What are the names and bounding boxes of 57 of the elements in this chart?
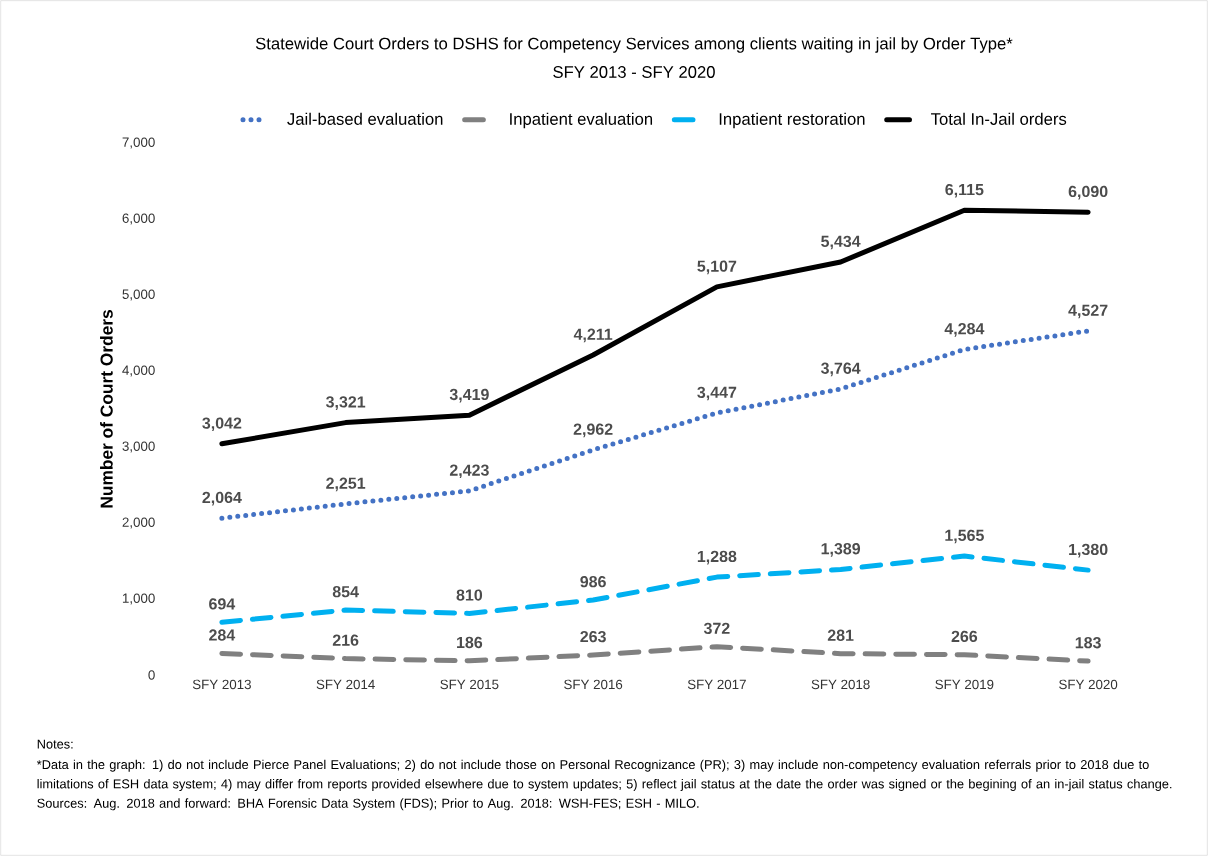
y-tick-label: 4,000 bbox=[122, 365, 155, 377]
data-label: 263 bbox=[580, 630, 606, 643]
x-tick-label: SFY 2020 bbox=[1059, 679, 1118, 690]
data-label: 1,565 bbox=[945, 529, 984, 544]
x-tick-label: SFY 2019 bbox=[935, 679, 994, 690]
data-label: 3,042 bbox=[202, 417, 242, 432]
data-label: 3,447 bbox=[697, 386, 737, 401]
y-tick-label: 0 bbox=[148, 670, 155, 680]
data-label: 284 bbox=[209, 629, 236, 641]
data-label: 810 bbox=[456, 589, 483, 601]
x-tick-label: SFY 2017 bbox=[687, 679, 746, 690]
data-label: 266 bbox=[951, 630, 978, 643]
legend-label: Inpatient evaluation bbox=[510, 112, 653, 129]
data-label: 1,288 bbox=[697, 550, 737, 565]
y-tick-label: 6,000 bbox=[122, 213, 155, 225]
data-label: 2,251 bbox=[326, 477, 366, 492]
data-label: 372 bbox=[703, 622, 730, 635]
y-tick-label: 5,000 bbox=[122, 289, 155, 301]
y-tick-label: 3,000 bbox=[122, 441, 155, 453]
data-label: 6,090 bbox=[1068, 185, 1108, 200]
y-tick-label: 1,000 bbox=[122, 593, 155, 605]
data-label: 4,211 bbox=[573, 328, 613, 343]
data-label: 4,527 bbox=[1068, 304, 1108, 319]
data-label: 3,764 bbox=[820, 362, 861, 377]
data-label: 1,389 bbox=[821, 543, 861, 557]
x-tick-label: SFY 2018 bbox=[811, 679, 870, 690]
x-tick-label: SFY 2016 bbox=[564, 679, 623, 690]
y-tick-label: 2,000 bbox=[122, 517, 155, 529]
data-label: 5,107 bbox=[697, 260, 737, 275]
text: *Data in the graph: 1) do not include Pierce Panel Evaluations; 2) do not include those on Personal Recognizance (PR); 3) may include non-competency evaluation referrals prior to 2018 due to limitations of ESH data system; 4) may differ from reports provided elsewhere due to system updates; 5) reflect jail status at the date the order was signed or the begining of an in-jail status change. Sources: Aug. 2018 and forward: BHA Forensic Data System (FDS); Prior to Aug. 2018: WSH-FES; ESH - MILO. bbox=[36, 759, 1172, 811]
legend-label: Inpatient restoration bbox=[719, 112, 865, 129]
data-label: 6,115 bbox=[945, 183, 984, 198]
legend-label: Jail-based evaluation bbox=[287, 112, 443, 125]
data-label: 3,321 bbox=[325, 396, 366, 410]
text: Notes: bbox=[37, 739, 73, 749]
data-label: 183 bbox=[1075, 637, 1101, 649]
data-label: 1,380 bbox=[1069, 543, 1108, 558]
data-label: 986 bbox=[580, 576, 606, 588]
data-label: 854 bbox=[332, 586, 359, 598]
data-label: 216 bbox=[332, 634, 359, 646]
data-label: 281 bbox=[827, 629, 854, 641]
legend-label: Total In-Jail orders bbox=[931, 112, 1067, 125]
data-label: 4,284 bbox=[944, 323, 985, 337]
data-label: 2,423 bbox=[449, 464, 489, 479]
data-label: 2,064 bbox=[202, 491, 242, 506]
y-axis-title: Number of Court Orders bbox=[100, 310, 113, 508]
x-tick-label: SFY 2015 bbox=[440, 679, 499, 690]
data-label: 5,434 bbox=[821, 235, 861, 250]
x-tick-label: SFY 2014 bbox=[316, 679, 375, 690]
chart-title: Statewide Court Orders to DSHS for Competency Services among clients waiting in jail by Order Type* bbox=[255, 37, 1013, 53]
data-label: 186 bbox=[457, 636, 483, 649]
chart-subtitle: SFY 2013 - SFY 2020 bbox=[553, 66, 715, 78]
x-tick-label: SFY 2013 bbox=[192, 679, 251, 690]
y-tick-label: 7,000 bbox=[122, 137, 155, 149]
data-label: 3,419 bbox=[449, 388, 489, 403]
data-label: 694 bbox=[209, 598, 236, 610]
data-label: 2,962 bbox=[573, 423, 613, 438]
